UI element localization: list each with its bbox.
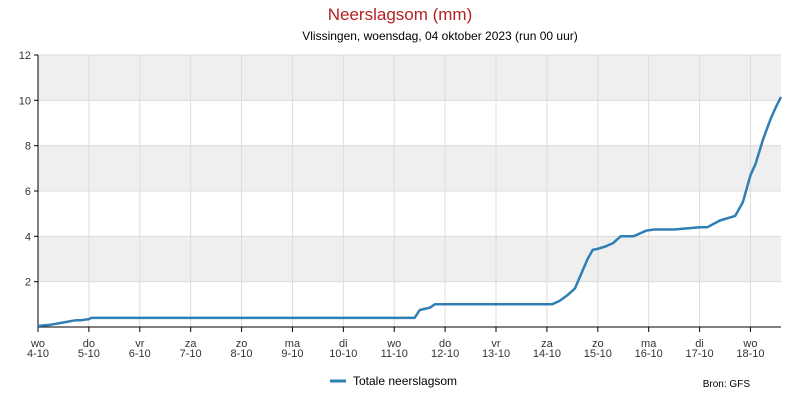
y-tick-label: 10 bbox=[19, 95, 31, 107]
grid-band bbox=[38, 55, 781, 101]
grid-bands bbox=[38, 55, 781, 282]
x-tick-day: za bbox=[541, 338, 554, 350]
x-tick-day: do bbox=[439, 338, 451, 350]
x-tick-day: vr bbox=[491, 338, 501, 350]
x-tick-day: ma bbox=[641, 338, 657, 350]
y-axis-ticks: 2 4 6 8 10 12 bbox=[19, 50, 38, 289]
x-tick-date: 13-10 bbox=[482, 348, 510, 360]
grid-band bbox=[38, 236, 781, 282]
x-tick-date: 7-10 bbox=[180, 348, 202, 360]
y-tick-label: 8 bbox=[25, 141, 31, 153]
chart-title: Neerslagsom (mm) bbox=[328, 5, 473, 24]
legend-label: Totale neerslagsom bbox=[353, 374, 457, 388]
grid-band bbox=[38, 145, 781, 191]
x-tick-day: za bbox=[185, 338, 198, 350]
x-tick-date: 6-10 bbox=[129, 348, 151, 360]
x-tick-day: di bbox=[339, 338, 348, 350]
y-tick-label: 6 bbox=[25, 186, 31, 198]
x-tick-day: zo bbox=[592, 338, 604, 350]
x-tick-date: 9-10 bbox=[281, 348, 303, 360]
x-tick-date: 4-10 bbox=[27, 348, 49, 360]
source-note: Bron: GFS bbox=[703, 379, 751, 390]
x-tick-date: 8-10 bbox=[231, 348, 253, 360]
x-tick-date: 5-10 bbox=[78, 348, 100, 360]
x-tick-day: do bbox=[83, 338, 95, 350]
series-line-totale-neerslagsom bbox=[37, 96, 783, 328]
x-tick-date: 14-10 bbox=[533, 348, 561, 360]
x-tick-day: vr bbox=[135, 338, 145, 350]
x-tick-date: 11-10 bbox=[381, 348, 408, 360]
legend: Totale neerslagsom bbox=[330, 374, 457, 388]
y-tick-label: 12 bbox=[19, 50, 31, 62]
x-tick-date: 16-10 bbox=[635, 348, 663, 360]
x-tick-date: 10-10 bbox=[329, 348, 357, 360]
x-tick-day: ma bbox=[285, 338, 301, 350]
x-tick-date: 15-10 bbox=[584, 348, 612, 360]
x-tick-date: 12-10 bbox=[431, 348, 459, 360]
chart-subtitle: Vlissingen, woensdag, 04 oktober 2023 (r… bbox=[302, 29, 578, 43]
x-tick-date: 17-10 bbox=[686, 348, 714, 360]
x-tick-day: zo bbox=[236, 338, 248, 350]
x-tick-day: wo bbox=[386, 338, 401, 350]
y-tick-label: 2 bbox=[25, 277, 31, 289]
x-axis-ticks: wo4-10do5-10vr6-10za7-10zo8-10ma9-10di10… bbox=[27, 327, 765, 360]
x-tick-day: wo bbox=[742, 338, 757, 350]
y-tick-label: 4 bbox=[25, 231, 31, 243]
x-tick-day: wo bbox=[30, 338, 45, 350]
x-tick-day: di bbox=[695, 338, 704, 350]
x-tick-date: 18-10 bbox=[736, 348, 764, 360]
horizontal-gridlines bbox=[38, 54, 781, 283]
